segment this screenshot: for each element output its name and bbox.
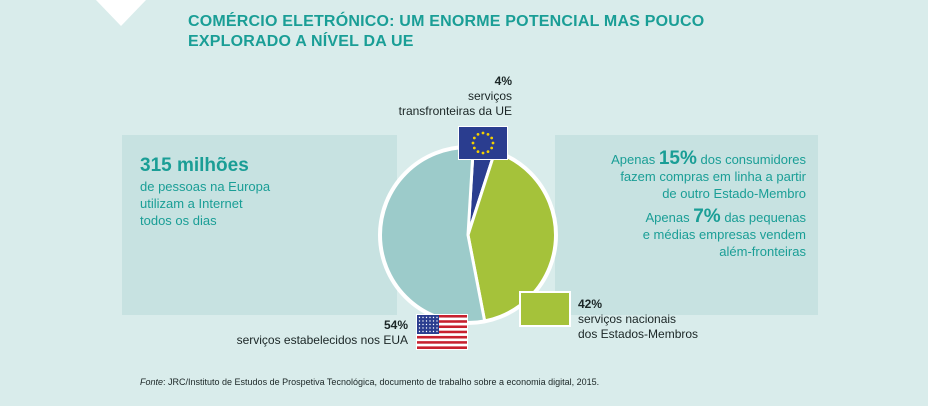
eu-label: 4% serviços transfronteiras da UE	[372, 74, 512, 119]
users-desc-line2: utilizam a Internet	[140, 196, 243, 211]
eu-star	[476, 132, 480, 136]
us-star	[432, 327, 435, 329]
us-star	[429, 323, 431, 326]
us-stripe	[417, 341, 467, 344]
consumers-pct: 15%	[658, 148, 697, 169]
us-stripe	[417, 333, 467, 336]
eu-label-line1: serviços	[467, 89, 512, 103]
us-stripe	[417, 330, 467, 334]
users-number: 315 milhões	[140, 155, 249, 176]
footnote-text: : JRC/Instituto de Estudos de Prospetiva…	[163, 377, 600, 387]
consumers-post: dos consumidores	[700, 152, 807, 167]
national-services-swatch	[519, 291, 571, 327]
pie-slice-us	[378, 145, 487, 325]
us-star	[436, 320, 438, 322]
us-stripe	[417, 343, 467, 347]
source-footnote: Fonte: JRC/Instituto de Estudos de Prosp…	[140, 377, 599, 387]
page-title: COMÉRCIO ELETRÓNICO: UM ENORME POTENCIAL…	[188, 13, 705, 50]
eu-star	[472, 136, 476, 140]
sme-line2: e médias empresas vendem	[642, 227, 806, 242]
users-desc-line1: de pessoas na Europa	[140, 179, 271, 194]
us-label: 54% serviços estabelecidos nos EUA	[190, 318, 408, 348]
us-star	[422, 320, 424, 322]
us-stripe	[417, 328, 467, 331]
corner-chevron	[96, 0, 146, 26]
us-star	[418, 323, 421, 326]
sme-stat: Apenas 7% das pequenas e médias empresas…	[566, 206, 806, 260]
national-label-line2: dos Estados-Membros	[578, 327, 699, 341]
sme-pre: Apenas	[645, 210, 690, 225]
us-star	[429, 327, 431, 329]
us-star	[422, 323, 424, 326]
consumers-line2: fazem compras em linha a partir	[620, 169, 806, 184]
us-stripe	[417, 325, 467, 329]
us-star	[422, 327, 424, 329]
consumers-line3: de outro Estado-Membro	[662, 186, 806, 201]
us-stripe	[417, 335, 467, 339]
us-star	[432, 330, 435, 333]
us-star	[418, 316, 421, 319]
footnote-label: Fonte	[140, 377, 164, 387]
eu-flag-icon	[458, 126, 508, 160]
us-star	[425, 320, 428, 322]
us-label-pct: 54%	[383, 318, 408, 332]
us-stripe	[417, 322, 467, 326]
cross-border-stats: Apenas 15% dos consumidores fazem compra…	[566, 148, 807, 266]
eu-star	[472, 146, 476, 150]
us-star	[418, 330, 421, 333]
us-star	[422, 330, 424, 333]
eu-star	[481, 151, 485, 155]
us-star	[425, 330, 428, 333]
us-star	[429, 320, 431, 322]
us-stripe	[417, 320, 467, 323]
us-stripe	[417, 317, 467, 321]
national-label-line1: serviços nacionais	[578, 312, 677, 326]
eu-star	[486, 150, 490, 154]
eu-star	[476, 150, 480, 154]
left-band	[122, 135, 397, 315]
sme-line3: além-fronteiras	[719, 244, 806, 259]
us-star	[429, 316, 431, 319]
eu-star	[481, 131, 485, 135]
sme-post: das pequenas	[724, 210, 806, 225]
us-star	[436, 327, 438, 329]
eu-star	[471, 141, 475, 145]
eu-star	[490, 146, 494, 150]
us-star	[425, 316, 428, 319]
eu-star	[490, 136, 494, 140]
national-label-pct: 42%	[578, 297, 603, 311]
us-star	[422, 316, 424, 319]
us-stripe	[417, 338, 467, 342]
us-flag-icon	[416, 314, 468, 350]
us-star	[418, 327, 421, 329]
right-band	[555, 135, 818, 315]
consumers-stat: Apenas 15% dos consumidores fazem compra…	[566, 148, 807, 202]
eu-label-pct: 4%	[494, 74, 512, 88]
us-star	[432, 323, 435, 326]
us-stripe	[417, 346, 467, 350]
us-star	[432, 316, 435, 319]
us-star	[436, 330, 438, 333]
users-desc-line3: todos os dias	[140, 213, 217, 228]
us-stripe	[417, 315, 467, 318]
eu-label-line2: transfronteiras da UE	[398, 104, 512, 118]
eu-star	[491, 141, 495, 145]
sme-pct: 7%	[693, 206, 721, 227]
eu-star	[486, 132, 490, 136]
internet-users-stat: 315 milhões de pessoas na Europa utiliza…	[140, 154, 370, 229]
us-star	[436, 316, 438, 319]
national-label: 42% serviços nacionais dos Estados-Membr…	[578, 297, 738, 342]
us-star	[425, 327, 428, 329]
us-star	[418, 320, 421, 322]
us-label-line1: serviços estabelecidos nos EUA	[236, 333, 408, 347]
us-star	[425, 323, 428, 326]
consumers-pre: Apenas	[611, 152, 656, 167]
us-star	[432, 320, 435, 322]
us-star	[429, 330, 431, 333]
us-star	[436, 323, 438, 326]
